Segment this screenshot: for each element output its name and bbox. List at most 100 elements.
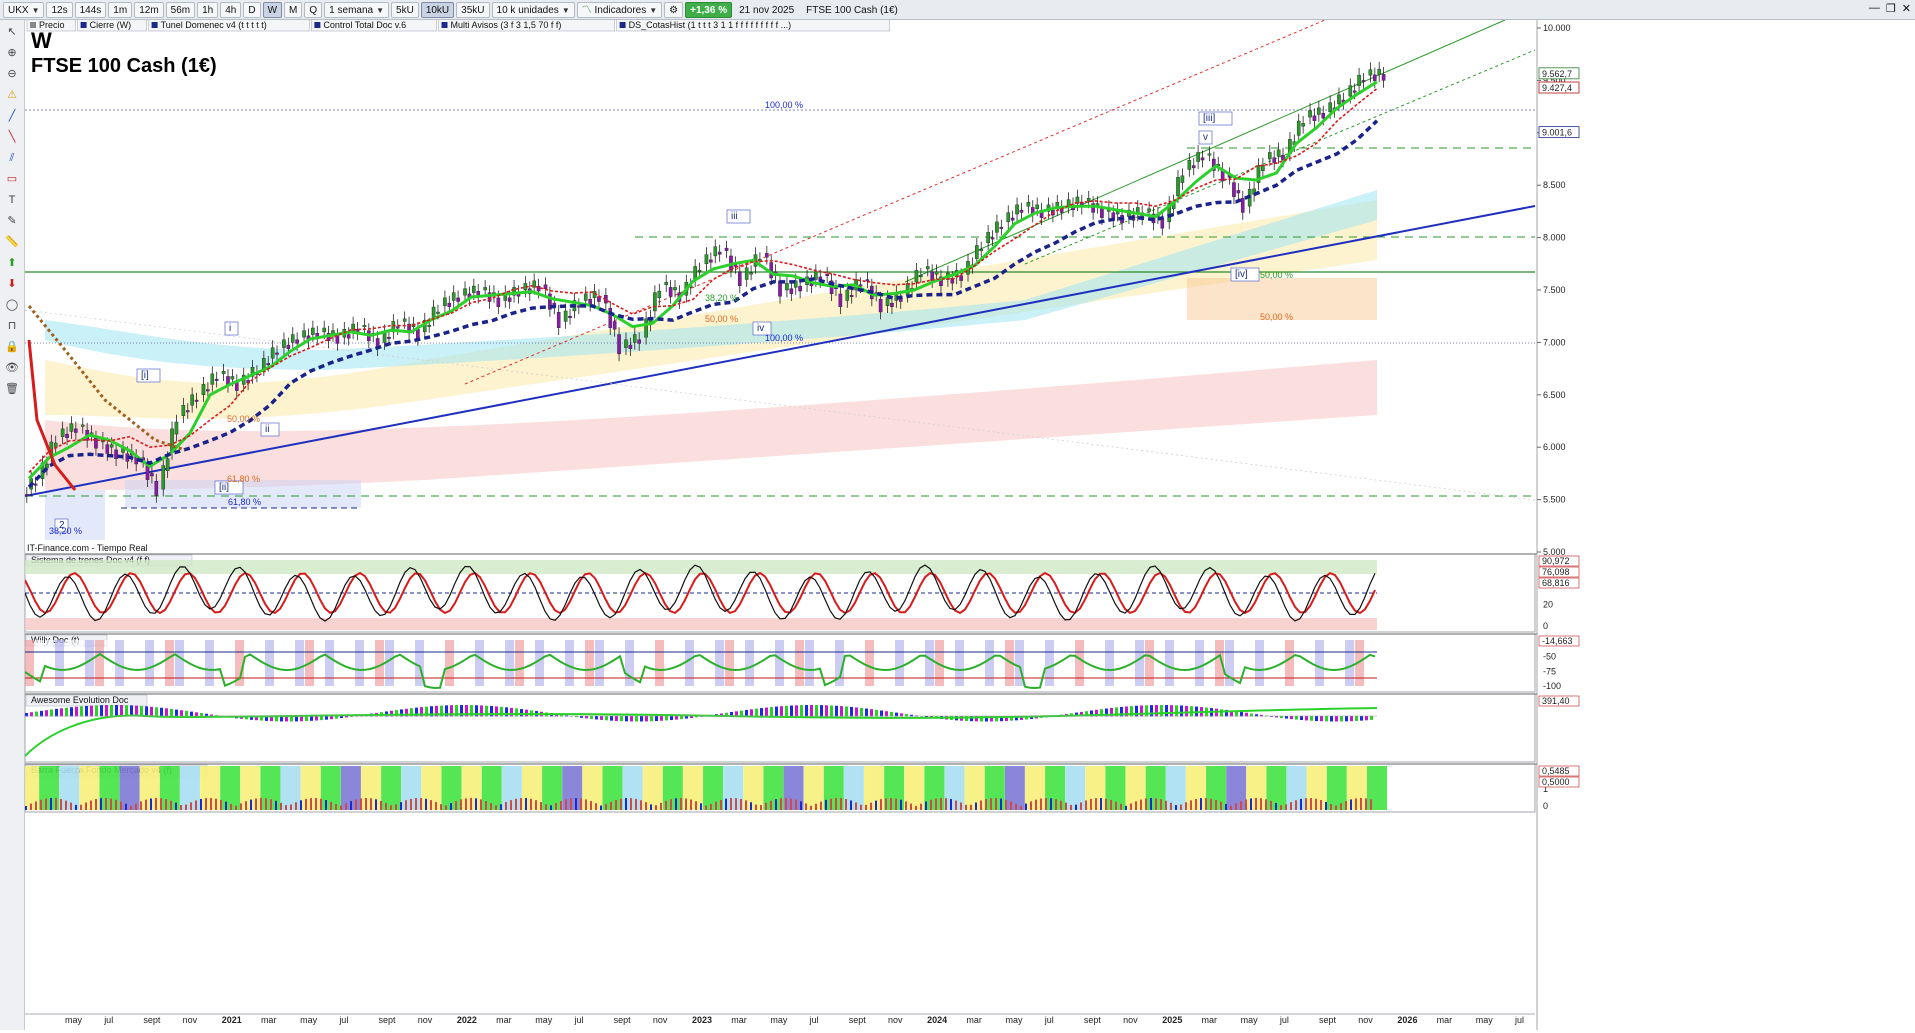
willy-bar: [895, 640, 904, 686]
force-bar: [270, 799, 272, 810]
alert-icon[interactable]: ⚠: [7, 89, 17, 101]
magnet-icon[interactable]: ⊓: [7, 320, 17, 332]
units-select[interactable]: 10 k unidades ▼: [491, 1, 575, 18]
eye-icon[interactable]: 👁: [5, 362, 19, 374]
arrow-up-icon[interactable]: ⬆: [7, 257, 17, 269]
willy-bar: [1165, 640, 1174, 686]
unit-button-10ku[interactable]: 10kU: [420, 1, 455, 18]
support-cloud-2: [45, 360, 1377, 490]
ruler-icon[interactable]: 📏: [5, 236, 19, 248]
rectangle-icon[interactable]: ▭: [6, 173, 18, 185]
candle: [463, 288, 467, 296]
ao-bar: [280, 716, 283, 722]
ao-bar: [585, 716, 588, 719]
change-badge: +1,36 %: [685, 1, 733, 18]
arrow-down-icon[interactable]: ⬇: [7, 278, 17, 290]
train-fast-line: [24, 564, 1376, 622]
price-axis-bg: [1537, 20, 1915, 1030]
candle: [1301, 123, 1305, 127]
timeframe-button-m[interactable]: M: [284, 1, 303, 18]
ao-bar: [1345, 716, 1348, 722]
circle-icon[interactable]: ◯: [5, 299, 19, 311]
timeframe-button-56m[interactable]: 56m: [165, 1, 196, 18]
force-bar: [190, 802, 192, 810]
force-bar: [185, 804, 187, 810]
force-bar: [1235, 803, 1237, 810]
timeframe-button-1m[interactable]: 1m: [108, 1, 133, 18]
timeframe-button-12s[interactable]: 12s: [46, 1, 73, 18]
candle: [914, 270, 919, 283]
timeframe-button-4h[interactable]: 4h: [220, 1, 242, 18]
ao-bar: [270, 716, 273, 722]
time-tick-label: jul: [338, 1015, 348, 1025]
ao-bar: [310, 716, 313, 721]
willy-bar: [395, 640, 404, 686]
wave-label-box: [224, 321, 239, 336]
candle: [185, 410, 190, 413]
minimize-icon[interactable]: —: [1868, 2, 1880, 14]
willy-bar: [55, 640, 64, 686]
force-bar: [1275, 802, 1277, 810]
maximize-icon[interactable]: ❐: [1885, 3, 1896, 15]
timeframe-button-12m[interactable]: 12m: [134, 1, 164, 18]
unit-button-5ku[interactable]: 5kU: [391, 1, 419, 18]
willy-bar: [735, 640, 744, 686]
legend-item-label: Multi Avisos (3 f 3 1,5 70 f f): [451, 20, 562, 30]
zoom-out-icon[interactable]: ⊖: [7, 68, 17, 80]
close-icon[interactable]: ✕: [1901, 3, 1911, 15]
force-bar: [1285, 804, 1287, 810]
wave-label: 2: [59, 520, 65, 531]
ao-bar: [325, 716, 328, 720]
period-select[interactable]: 1 semana ▼: [324, 1, 390, 18]
candle: [664, 281, 669, 285]
fibonacci-icon[interactable]: ╱: [8, 110, 16, 122]
cursor-icon[interactable]: ↖: [7, 26, 17, 38]
willy-bar: [685, 640, 694, 686]
force-bar: [165, 799, 167, 810]
text-icon[interactable]: T: [8, 194, 16, 206]
symbol-select[interactable]: UKX ▼: [3, 1, 45, 18]
timeframe-button-w[interactable]: W: [262, 1, 283, 18]
willy-bar: [1245, 640, 1254, 686]
channel-icon[interactable]: ⫽: [9, 152, 15, 164]
candle: [1006, 212, 1011, 223]
force-bar: [1260, 798, 1262, 810]
ao-bar: [140, 705, 143, 717]
ao-bar: [55, 708, 58, 717]
force-bar: [205, 798, 207, 810]
willy-bar: [205, 640, 214, 686]
ma-green: [27, 80, 1378, 480]
willy-bar: [1365, 640, 1374, 686]
willy-bar: [725, 640, 734, 686]
zoom-in-icon[interactable]: ⊕: [7, 47, 17, 59]
legend-item-label: Precio: [39, 20, 65, 30]
willy-bar: [885, 640, 894, 686]
ao-bar: [1340, 716, 1343, 722]
force-bar: [715, 801, 717, 810]
force-bar: [1205, 798, 1207, 810]
force-bar: [30, 803, 32, 810]
force-bar: [115, 799, 117, 810]
force-band: [381, 766, 402, 810]
force-bar: [1220, 801, 1222, 810]
settings-button[interactable]: ⚙: [664, 1, 684, 18]
lock-icon[interactable]: 🔒: [5, 341, 19, 353]
willy-bar: [1295, 640, 1304, 686]
pencil-icon[interactable]: ✎: [7, 215, 17, 227]
trendline-icon[interactable]: ╲: [8, 131, 16, 143]
unit-button-35ku[interactable]: 35kU: [456, 1, 490, 18]
force-band: [1004, 766, 1025, 810]
timeframe-button-d[interactable]: D: [243, 1, 261, 18]
willy-bar: [545, 640, 554, 686]
chart-canvas[interactable]: Sistema de trenes Doc v4 (f f)Willy Doc …: [19, 18, 1915, 1030]
willy-bar: [1005, 640, 1014, 686]
timeframe-button-q[interactable]: Q: [304, 1, 323, 18]
wave-label-box: [214, 480, 244, 495]
indicators-button[interactable]: 〽 Indicadores ▼: [576, 1, 663, 18]
candle: [53, 442, 58, 448]
fib-label: 50,00 %: [1260, 312, 1293, 322]
timeframe-button-1h[interactable]: 1h: [197, 1, 219, 18]
willy-bar: [975, 640, 984, 686]
timeframe-button-144s[interactable]: 144s: [74, 1, 107, 18]
trash-icon[interactable]: 🗑: [5, 383, 19, 395]
